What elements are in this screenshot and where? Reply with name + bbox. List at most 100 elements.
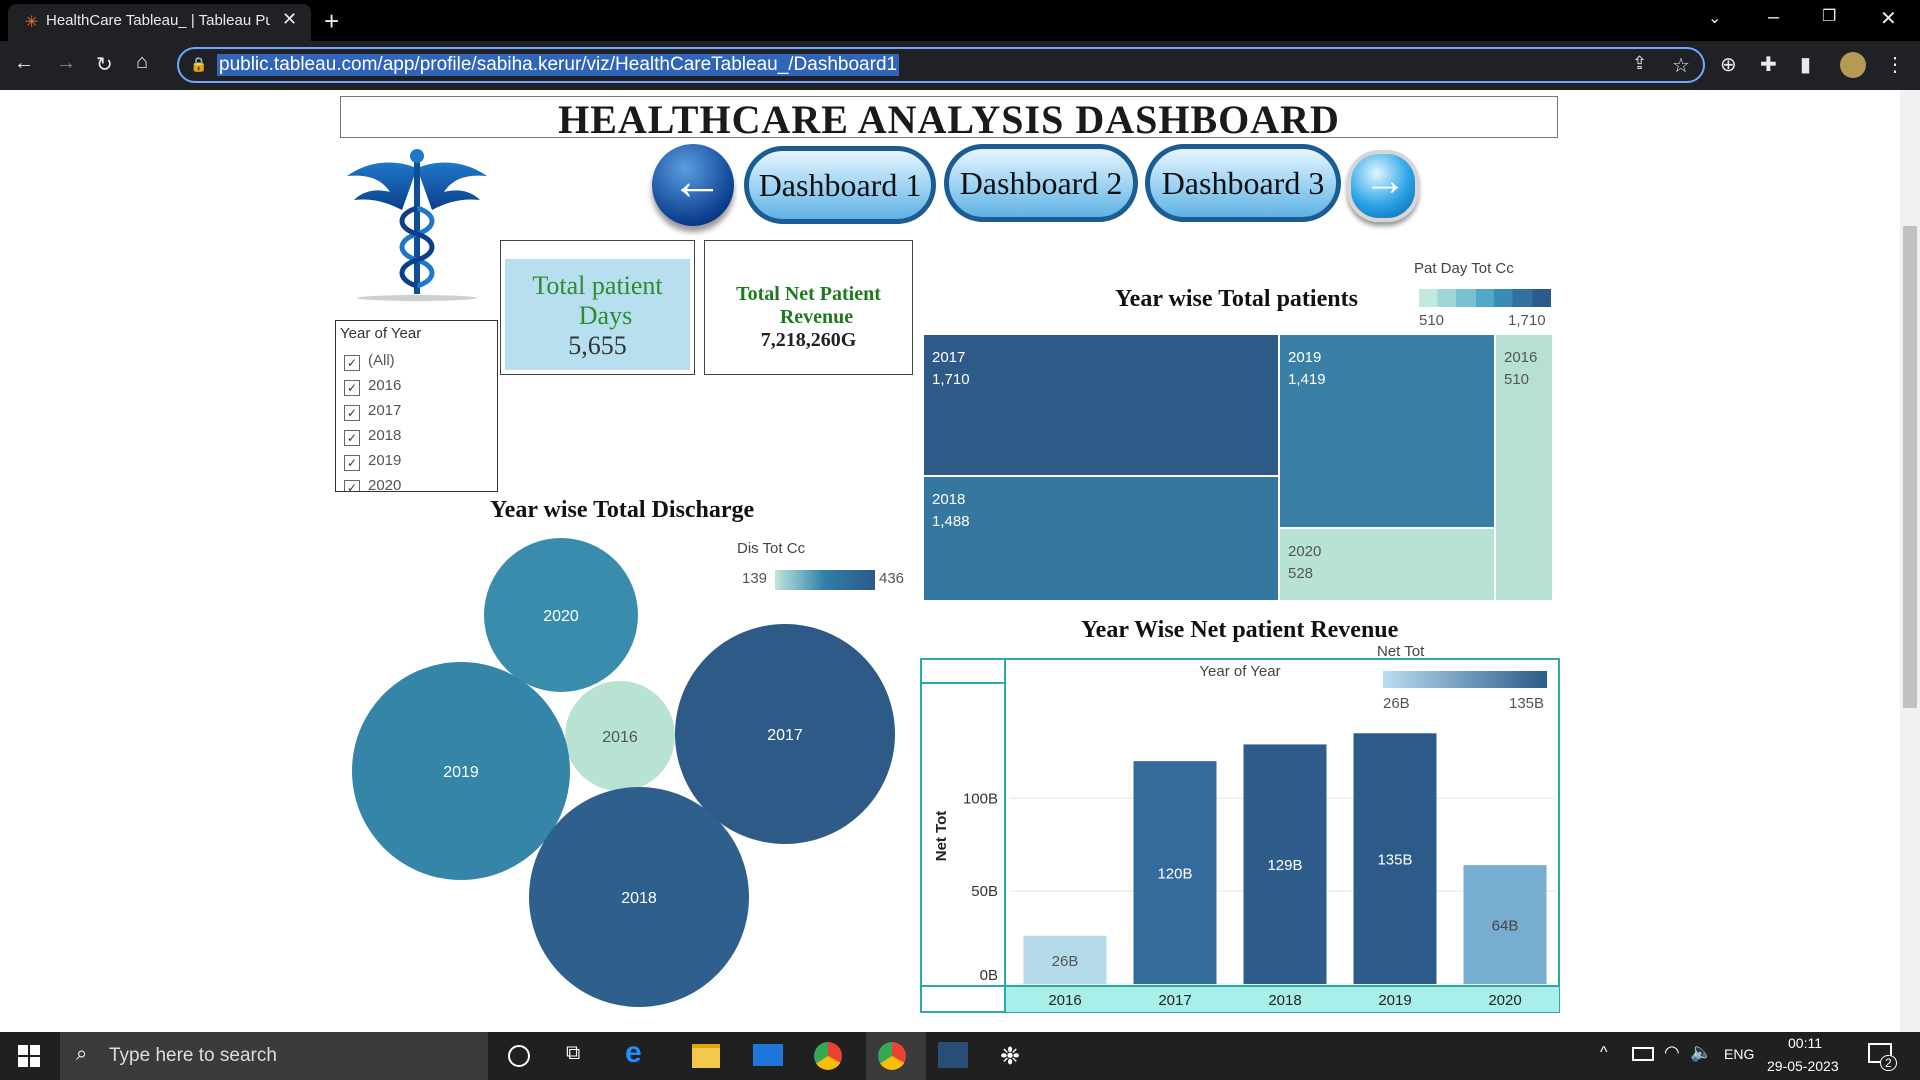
- treemap-legend-max: 1,710: [1508, 312, 1546, 329]
- treemap-title: Year wise Total patients: [1115, 286, 1358, 312]
- filter-item-all[interactable]: ✓ (All): [344, 352, 395, 371]
- tab-close-icon[interactable]: ✕: [282, 9, 298, 29]
- checkbox-icon[interactable]: ✓: [344, 355, 360, 371]
- bubble-2019[interactable]: [352, 662, 570, 880]
- filter-item-2017[interactable]: ✓ 2017: [344, 402, 401, 421]
- bar-2019[interactable]: [1353, 733, 1437, 984]
- checkbox-icon[interactable]: ✓: [344, 430, 360, 446]
- bar-chart-frame: [920, 658, 1560, 1013]
- windows-start-icon[interactable]: [18, 1045, 40, 1067]
- checkbox-icon[interactable]: ✓: [344, 405, 360, 421]
- bubble-2018[interactable]: [529, 787, 749, 1007]
- bar-x-tick-label: 2020: [1488, 992, 1521, 1009]
- filter-item-2016[interactable]: ✓ 2016: [344, 377, 401, 396]
- edge-icon[interactable]: e: [625, 1036, 642, 1069]
- language-indicator[interactable]: ENG: [1724, 1046, 1755, 1062]
- tableau-app-icon[interactable]: ❉: [1000, 1043, 1021, 1070]
- treemap-tile-2019[interactable]: 2019 1,419: [1280, 335, 1496, 529]
- browser-tab[interactable]: [8, 4, 311, 41]
- filter-item-2018[interactable]: ✓ 2018: [344, 427, 401, 446]
- bar-x-tick-label: 2017: [1158, 992, 1191, 1009]
- bar-data-label: 26B: [1052, 953, 1079, 970]
- bar-2016[interactable]: [1023, 935, 1107, 984]
- year-filter: Year of Year ✓ (All) ✓ 2016 ✓ 2017 ✓ 2018 ✓ 2…: [335, 320, 498, 492]
- show-hidden-icons-icon[interactable]: ^: [1600, 1044, 1608, 1061]
- profile-avatar[interactable]: [1840, 52, 1866, 78]
- home-icon[interactable]: ⌂: [136, 51, 149, 73]
- treemap-tile-2018[interactable]: 2018 1,488: [924, 477, 1280, 602]
- bar-y-tick-label: 50B: [971, 883, 998, 900]
- tab-search-chevron-icon[interactable]: ⌄: [1708, 10, 1722, 27]
- task-view-icon[interactable]: ⧉: [566, 1042, 581, 1064]
- share-icon[interactable]: ⇪: [1632, 53, 1648, 73]
- kpi-revenue-label-2: Revenue: [779, 306, 854, 328]
- treemap-tile-2016[interactable]: 2016 510: [1496, 335, 1552, 602]
- filter-item-2020[interactable]: ✓ 2020: [344, 477, 401, 491]
- close-window-icon[interactable]: ✕: [1880, 8, 1897, 30]
- file-explorer-icon[interactable]: [692, 1044, 720, 1068]
- checkbox-icon[interactable]: ✓: [344, 380, 360, 396]
- chrome-icon[interactable]: [814, 1042, 842, 1070]
- treemap-tile-2017[interactable]: 2017 1,710: [924, 335, 1280, 477]
- treemap-tile-2020[interactable]: 2020 528: [1280, 529, 1496, 602]
- bar-legend-bar: [1383, 671, 1547, 688]
- browser-tab-strip: [0, 0, 1920, 41]
- clock-date[interactable]: 29-05-2023: [1767, 1058, 1839, 1074]
- taskbar-search-placeholder[interactable]: Type here to search: [109, 1045, 277, 1066]
- extension-add-icon[interactable]: ⊕: [1720, 54, 1737, 76]
- checkbox-icon[interactable]: ✓: [344, 480, 360, 491]
- bar-x-tick-label: 2019: [1378, 992, 1411, 1009]
- address-bar[interactable]: [177, 47, 1705, 83]
- nav-dashboard-1[interactable]: Dashboard 1: [744, 146, 936, 224]
- tab-title: HealthCare Tableau_ | Tableau Pu: [46, 12, 270, 29]
- bubble-2016[interactable]: [565, 681, 675, 791]
- checkbox-icon[interactable]: ✓: [344, 455, 360, 471]
- bar-2018[interactable]: [1243, 744, 1327, 984]
- sidebar-icon[interactable]: ▮: [1800, 54, 1812, 76]
- bar-2017[interactable]: [1133, 761, 1217, 984]
- treemap-legend-min: 510: [1419, 312, 1445, 329]
- bubble-2020[interactable]: [484, 538, 638, 692]
- bar-2020[interactable]: [1463, 865, 1547, 984]
- cortana-icon[interactable]: [508, 1045, 530, 1067]
- bubble-legend-min: 139: [742, 570, 768, 587]
- nav-dashboard-2[interactable]: Dashboard 2: [944, 144, 1138, 222]
- nav-dashboard-3[interactable]: Dashboard 3: [1145, 144, 1341, 222]
- bubble-label-2019: 2019: [443, 764, 479, 781]
- extensions-puzzle-icon[interactable]: ✚: [1760, 54, 1777, 76]
- bubble-label-2018: 2018: [621, 890, 657, 907]
- title-frame: [340, 96, 1558, 138]
- reload-icon[interactable]: ↻: [96, 54, 113, 76]
- scrollbar-thumb[interactable]: [1903, 226, 1917, 708]
- battery-icon[interactable]: [1632, 1047, 1654, 1061]
- chrome-active-icon[interactable]: [878, 1042, 906, 1070]
- back-icon[interactable]: ←: [14, 52, 34, 74]
- new-tab-icon[interactable]: +: [324, 6, 340, 36]
- bar-legend-max: 135B: [1509, 695, 1545, 712]
- notification-count: 2: [1880, 1055, 1897, 1071]
- kpi-revenue-value: 7,218,260G: [760, 329, 857, 351]
- menu-kebab-icon[interactable]: ⋮: [1885, 54, 1905, 76]
- wifi-icon[interactable]: ◠: [1664, 1042, 1680, 1062]
- filter-item-2019[interactable]: ✓ 2019: [344, 452, 401, 471]
- restore-icon[interactable]: ❐: [1822, 8, 1837, 25]
- volume-icon[interactable]: 🔈: [1690, 1042, 1713, 1062]
- forward-icon[interactable]: →: [56, 52, 76, 74]
- taskbar-search-box[interactable]: [60, 1032, 488, 1080]
- mail-icon[interactable]: [753, 1044, 783, 1066]
- clock-time[interactable]: 00:11: [1788, 1035, 1822, 1051]
- bar-legend-min: 26B: [1383, 695, 1410, 712]
- back-arrow-button[interactable]: ←: [652, 144, 734, 226]
- app-window-icon[interactable]: [938, 1042, 968, 1068]
- lock-icon[interactable]: 🔒: [190, 56, 208, 72]
- bookmark-star-icon[interactable]: ☆: [1672, 55, 1690, 77]
- caduceus-logo: [347, 149, 487, 301]
- minimize-icon[interactable]: –: [1768, 6, 1780, 28]
- url-text[interactable]: public.tableau.com/app/profile/sabiha.ke…: [217, 54, 900, 76]
- bar-title: Year Wise Net patient Revenue: [1081, 617, 1399, 643]
- filter-title: Year of Year: [340, 325, 422, 342]
- bubble-2017[interactable]: [675, 624, 895, 844]
- bubble-label-2016: 2016: [602, 729, 638, 746]
- bubble-title: Year wise Total Discharge: [490, 497, 755, 523]
- forward-arrow-button[interactable]: →: [1347, 150, 1419, 222]
